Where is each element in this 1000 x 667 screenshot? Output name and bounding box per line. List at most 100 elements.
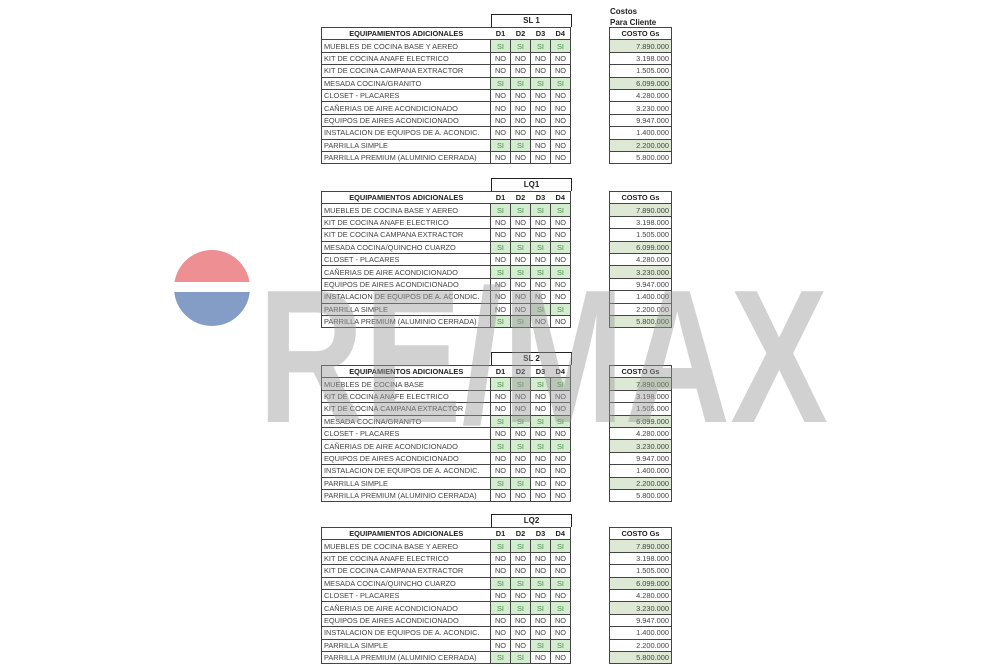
table-row: CLOSET - PLACARES NO NO NO NO [321,588,571,603]
d3-cell: NO [530,228,551,242]
cost-row: 7.890.000 [609,539,672,553]
d4-cell: NO [550,113,571,128]
column-header-d2: D2 [510,26,531,41]
cost-cell: 2.200.000 [609,638,672,652]
cost-header: COSTO Gs [609,526,672,541]
d2-cell: NO [510,426,531,441]
table-row: PARRILLA SIMPLE SI SI NO NO [321,138,571,152]
d3-cell: SI [530,240,551,254]
d1-cell: NO [490,638,511,652]
d4-cell: SI [550,377,571,391]
cost-cell: 6.099.000 [609,76,672,90]
d3-cell: NO [530,88,551,103]
d4-cell: NO [550,626,571,640]
d2-cell: NO [510,277,531,292]
item-label: EQUIPOS DE AIRES ACONDICIONADO [321,113,491,128]
column-header-d1: D1 [490,526,511,541]
cost-table: COSTO Gs 7.890.000 3.198.000 1.505.000 6.099… [609,526,672,665]
d4-cell: NO [550,277,571,292]
d4-cell: NO [550,488,571,503]
table-row: CLOSET - PLACARES NO NO NO NO [321,426,571,441]
d1-cell: NO [490,426,511,441]
d2-cell: NO [510,51,531,66]
cost-cell: 3.230.000 [609,601,672,615]
column-header-d3: D3 [530,526,551,541]
d3-cell: NO [530,488,551,503]
cost-cell: 3.198.000 [609,215,672,230]
d3-cell: NO [530,389,551,404]
d4-cell: NO [550,64,571,78]
cost-cell: 1.400.000 [609,464,672,478]
d2-cell: NO [510,464,531,478]
cost-cell: 4.280.000 [609,88,672,103]
table-row: CLOSET - PLACARES NO NO NO NO [321,252,571,267]
cost-cell: 3.198.000 [609,551,672,566]
cost-cell: 1.505.000 [609,64,672,78]
d2-cell: SI [510,39,531,53]
d3-cell: SI [530,377,551,391]
d4-cell: NO [550,228,571,242]
d4-cell: NO [550,389,571,404]
cost-cell: 6.099.000 [609,414,672,428]
cost-cell: 6.099.000 [609,576,672,590]
cost-row: 1.505.000 [609,564,672,578]
cost-header-row: COSTO Gs [609,364,672,379]
d3-cell: SI [530,265,551,279]
d3-cell: NO [530,402,551,416]
table-row: CAÑERIAS DE AIRE ACONDICIONADO SI SI SI SI [321,265,571,279]
header-row: EQUIPAMIENTOS ADICIONALES D1 D2 D3 D4 [321,26,571,41]
d3-cell: SI [530,576,551,590]
cost-row: 2.200.000 [609,638,672,652]
cost-cell: 5.800.000 [609,650,672,665]
d4-cell: NO [550,126,571,140]
cost-row: 4.280.000 [609,88,672,103]
column-header-d2: D2 [510,364,531,379]
d3-cell: NO [530,551,551,566]
table-row: PARRILLA PREMIUM (ALUMINIO CERRADA) NO NO N… [321,488,571,503]
d4-cell: SI [550,76,571,90]
d2-cell: SI [510,650,531,665]
table-row: CLOSET - PLACARES NO NO NO NO [321,88,571,103]
cost-row: 5.800.000 [609,314,672,329]
d4-cell: SI [550,414,571,428]
d1-cell: SI [490,240,511,254]
d3-cell: NO [530,613,551,628]
d1-cell: NO [490,64,511,78]
cost-row: 4.280.000 [609,588,672,603]
item-label: INSTALACION DE EQUIPOS DE A. ACONDIC. [321,126,491,140]
cost-row: 1.505.000 [609,64,672,78]
item-label: CLOSET - PLACARES [321,88,491,103]
table-title: LQ2 [491,514,572,527]
item-label: CAÑERIAS DE AIRE ACONDICIONADO [321,439,491,453]
cost-cell: 2.200.000 [609,138,672,152]
d2-cell: NO [510,588,531,603]
d4-cell: NO [550,88,571,103]
cost-cell: 7.890.000 [609,39,672,53]
d2-cell: NO [510,564,531,578]
cost-row: 5.800.000 [609,488,672,503]
d3-cell: NO [530,588,551,603]
d2-cell: NO [510,626,531,640]
d2-cell: NO [510,126,531,140]
cost-cell: 5.800.000 [609,314,672,329]
cost-row: 1.400.000 [609,464,672,478]
d3-cell: SI [530,39,551,53]
cost-row: 1.505.000 [609,402,672,416]
d1-cell: NO [490,88,511,103]
cost-header: COSTO Gs [609,364,672,379]
d1-cell: SI [490,377,511,391]
column-header-label: EQUIPAMIENTOS ADICIONALES [321,364,491,379]
d2-cell: NO [510,613,531,628]
d1-cell: NO [490,451,511,466]
table-row: MESADA COCINA/QUINCHO CUARZO SI SI SI SI [321,576,571,590]
d2-cell: NO [510,88,531,103]
item-label: MUEBLES DE COCINA BASE Y AEREO [321,39,491,53]
d2-cell: SI [510,138,531,152]
d1-cell: NO [490,228,511,242]
d4-cell: NO [550,252,571,267]
cost-cell: 7.890.000 [609,377,672,391]
d1-cell: NO [490,488,511,503]
d2-cell: NO [510,113,531,128]
cost-header-row: COSTO Gs [609,26,672,41]
column-header-d3: D3 [530,364,551,379]
